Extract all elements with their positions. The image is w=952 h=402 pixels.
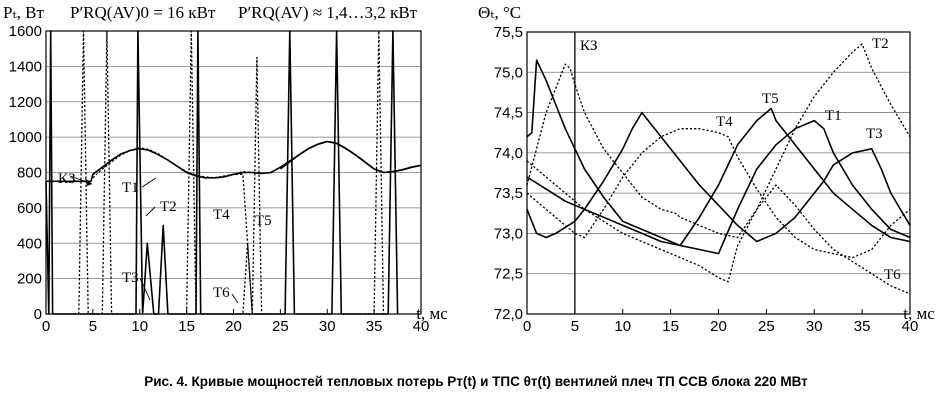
right-chart-ticks: 72,0 72,5 73,0 73,5 74,0 74,5 75,0 75,5 0 5 10 15 20… [494,24,919,335]
right-chart-y-tick-label: 72,0 [494,306,523,323]
right-chart-x-axis-title: t, мс [903,304,935,323]
left-chart-annotation-label: Т2 [160,199,177,215]
right-chart-y-tick-label: 75,0 [494,64,523,81]
left-chart-y-tick-label: 1600 [9,23,42,40]
left-chart-x-tick-label: 40 [413,318,430,335]
right-chart-annotation-label: Т4 [716,114,733,130]
right-chart-series-lines [526,43,911,295]
left-chart-annotation-label: Т6 [213,285,230,301]
right-chart-series-Т2 [526,43,911,239]
left-chart-y-tick-label: 1400 [9,58,42,75]
left-chart-event-arrowhead [85,178,92,186]
left-chart-annotation-leader [139,277,151,301]
right-chart-x-tick-label: 5 [571,318,579,335]
right-chart-y-tick-label: 74,0 [494,145,523,162]
left-chart-x-tick-label: 10 [131,318,148,335]
left-chart-y-axis-title: Pₜ, Вт [3,3,44,22]
left-chart-y-tick-label: 1200 [9,94,42,111]
left-chart-series-Т2 [92,147,253,179]
right-chart-series-Т5 [526,107,911,247]
left-chart-annotation-leader [231,293,239,304]
right-chart-x-tick-label: 20 [710,318,727,335]
right-chart-y-tick-label: 73,5 [494,185,523,202]
right-chart-y-tick-label: 75,5 [494,24,523,41]
left-chart-annotation-leader [145,206,156,217]
right-chart-grid [527,31,910,315]
right-chart-x-tick-label: 30 [806,318,823,335]
right-chart-series-Т3 [526,111,911,243]
right-chart-x-tick-label: 40 [902,318,919,335]
right-chart-annotation-label: Т5 [762,91,779,107]
left-chart-series-Т5 [279,140,422,174]
right-chart-temperature: 72,0 72,5 73,0 73,5 74,0 74,5 75,0 75,5 0 5 10 15 20… [478,3,935,335]
left-chart-ticks: 0 200 400 600 800 1000 1200 1400 1600 0 5 10 15 20 25 3… [9,23,430,335]
left-chart-header-rated-loss: P′RQ(AV)0 = 16 кВт [70,3,216,22]
right-chart-annotation-label: Т2 [872,36,889,52]
left-chart-series-Т4 [186,56,267,315]
left-chart-y-tick-label: 200 [17,271,42,288]
left-chart-x-tick-label: 0 [42,318,50,335]
left-chart-y-tick-label: 400 [17,235,42,252]
right-chart-y-tick-label: 73,0 [494,225,523,242]
left-chart-x-tick-label: 30 [319,318,336,335]
left-chart-x-tick-label: 25 [272,318,289,335]
left-chart-x-tick-label: 15 [178,318,195,335]
right-chart-y-axis-title: Θₜ, °C [478,3,521,22]
right-chart-annotation-label: Т6 [884,267,901,283]
left-chart-y-tick-label: 1000 [9,129,42,146]
right-chart-annotations: КЗ Т1 Т2 Т3 Т4 Т5 Т6 [580,36,901,283]
right-chart-annotation-label: КЗ [580,38,598,54]
left-chart-annotation-leader [141,177,157,188]
left-chart-annotation-label: Т4 [213,207,230,223]
right-chart-x-tick-label: 10 [614,318,631,335]
right-chart-series-Т1 [526,59,911,255]
left-chart-annotation-label: КЗ [58,171,76,187]
left-chart-y-tick-label: 0 [34,306,42,323]
left-chart-annotations: КЗ Т1 Т2 Т3 Т4 Т5 Т6 [58,171,272,304]
left-chart-annotation-label: Т3 [122,270,139,286]
left-chart-y-tick-label: 600 [17,200,42,217]
right-chart-x-tick-label: 25 [758,318,775,335]
right-chart-y-tick-label: 74,5 [494,105,523,122]
left-chart-annotation-label: Т1 [122,180,139,196]
right-chart-x-tick-label: 15 [662,318,679,335]
left-chart-x-tick-label: 35 [366,318,383,335]
left-chart-x-axis-title: t, мс [416,304,448,323]
left-chart-annotation-label: Т5 [255,213,272,229]
right-chart-plot-frame [526,31,911,315]
right-chart-x-tick-label: 35 [854,318,871,335]
left-chart-y-tick-label: 800 [17,165,42,182]
figure-caption: Рис. 4. Кривые мощностей тепловых потерь… [144,374,808,389]
right-chart-y-tick-label: 72,5 [494,266,523,283]
right-chart-annotation-label: Т1 [825,108,842,124]
left-chart-x-tick-label: 5 [89,318,97,335]
left-chart-power-losses: 0 200 400 600 800 1000 1200 1400 1600 0 5 10 15 20 25 3… [3,3,448,335]
right-chart-annotation-label: Т3 [866,126,883,142]
left-chart-grid [46,30,421,315]
left-chart-header-loss-range: P′RQ(AV) ≈ 1,4…3,2 кВт [238,3,418,22]
right-chart-x-tick-label: 0 [523,318,531,335]
left-chart-x-tick-label: 20 [225,318,242,335]
